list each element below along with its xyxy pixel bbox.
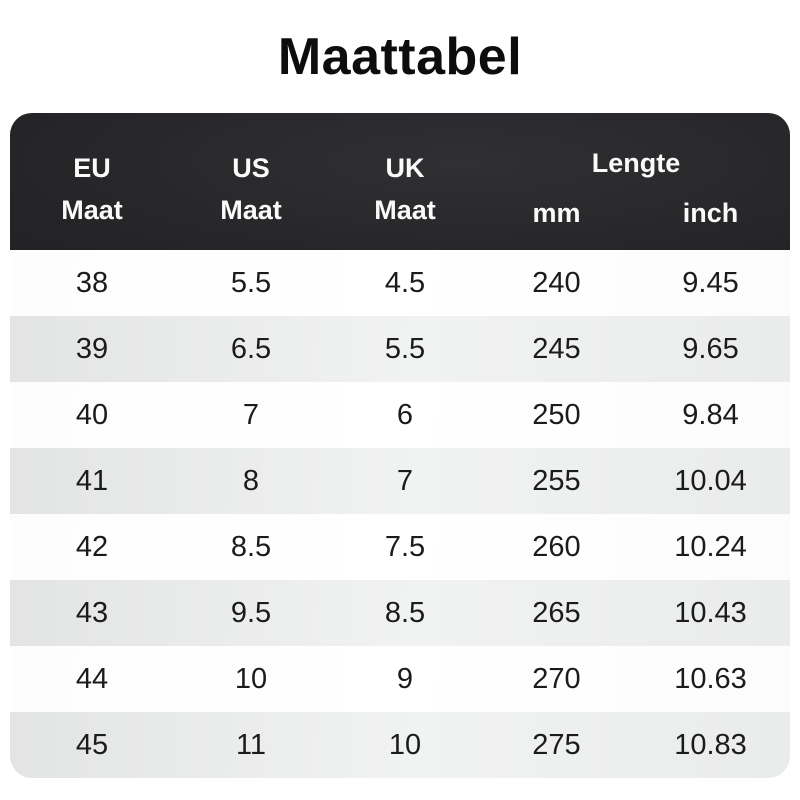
cell-uk-maat: 4.5 [384,266,426,299]
table-row: 40 7 6 250 9.84 [10,382,790,448]
cell-length-mm: 265 [532,596,581,629]
cell-uk-maat: 5.5 [384,332,426,365]
page-title: Maattabel [277,27,523,86]
cell-eu-maat: 41 [75,464,109,497]
cell-length-inch: 10.63 [674,662,747,695]
cell-length-mm: 275 [532,728,581,761]
cell-eu-maat: 44 [75,662,109,695]
table-row: 42 8.5 7.5 260 10.24 [10,514,790,580]
cell-us-maat: 11 [235,728,267,761]
column-header-lengte-group: Lengte mm inch [482,113,790,250]
cell-length-inch: 9.65 [682,332,739,365]
column-header-us-line1: US [232,153,270,183]
column-header-uk-line2: Maat [374,195,436,225]
column-header-uk-line1: UK [385,153,425,183]
cell-length-inch: 9.84 [682,398,739,431]
cell-us-maat: 10 [234,662,268,695]
cell-uk-maat: 6 [396,398,414,431]
cell-us-maat: 8 [242,464,260,497]
table-body: 38 5.5 4.5 240 9.45 39 6.5 5.5 245 9.65 … [10,250,790,778]
cell-uk-maat: 7 [396,464,414,497]
column-header-uk-maat: UK Maat [328,113,482,250]
table-header: EU Maat US Maat UK Maat Lengte mm inch [10,113,790,250]
column-header-us-line2: Maat [220,195,282,225]
column-header-eu-line1: EU [73,153,111,183]
cell-length-inch: 10.04 [674,464,747,497]
cell-length-inch: 9.45 [682,266,739,299]
column-header-lengte: Lengte [591,148,681,178]
cell-us-maat: 7 [242,398,260,431]
cell-eu-maat: 39 [75,332,109,365]
cell-eu-maat: 42 [75,530,109,563]
cell-length-inch: 10.43 [674,596,747,629]
cell-length-inch: 10.83 [674,728,747,761]
table-row: 39 6.5 5.5 245 9.65 [10,316,790,382]
cell-us-maat: 8.5 [230,530,272,563]
table-row: 45 11 10 275 10.83 [10,712,790,778]
column-header-eu-line2: Maat [61,195,123,225]
cell-length-mm: 255 [532,464,581,497]
cell-uk-maat: 9 [396,662,414,695]
table-row: 38 5.5 4.5 240 9.45 [10,250,790,316]
column-header-us-maat: US Maat [174,113,328,250]
cell-eu-maat: 43 [75,596,109,629]
column-header-inch: inch [682,198,739,228]
cell-length-mm: 250 [532,398,581,431]
cell-length-mm: 260 [532,530,581,563]
cell-length-mm: 270 [532,662,581,695]
table-row: 44 10 9 270 10.63 [10,646,790,712]
cell-length-mm: 245 [532,332,581,365]
column-header-mm: mm [532,198,581,228]
cell-us-maat: 9.5 [230,596,272,629]
cell-eu-maat: 40 [75,398,109,431]
cell-uk-maat: 10 [388,728,422,761]
cell-length-mm: 240 [532,266,581,299]
cell-eu-maat: 45 [75,728,109,761]
cell-us-maat: 5.5 [230,266,272,299]
table-row: 41 8 7 255 10.04 [10,448,790,514]
cell-uk-maat: 7.5 [384,530,426,563]
column-header-eu-maat: EU Maat [10,113,174,250]
cell-length-inch: 10.24 [674,530,747,563]
cell-eu-maat: 38 [75,266,109,299]
cell-uk-maat: 8.5 [384,596,426,629]
lengte-subheaders: mm inch [482,196,790,230]
table-row: 43 9.5 8.5 265 10.43 [10,580,790,646]
cell-us-maat: 6.5 [230,332,272,365]
size-table: EU Maat US Maat UK Maat Lengte mm inch [10,113,790,778]
